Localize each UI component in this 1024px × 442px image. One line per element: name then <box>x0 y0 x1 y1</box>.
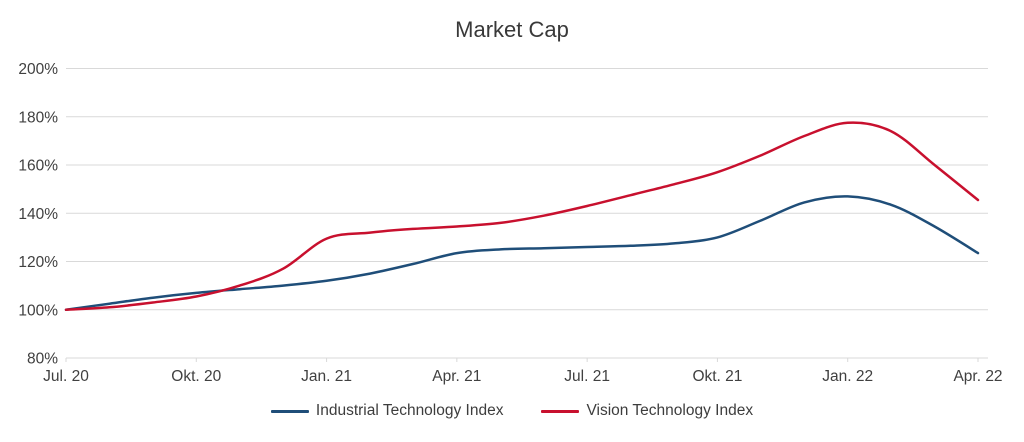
x-axis-label: Apr. 21 <box>432 368 481 385</box>
x-axis-label: Okt. 20 <box>171 368 221 385</box>
y-axis-label: 160% <box>18 158 58 175</box>
x-axis-label: Jan. 21 <box>301 368 352 385</box>
vision-series-swatch-icon <box>541 409 580 413</box>
x-axis-label: Jan. 22 <box>822 368 873 385</box>
chart-legend: Industrial Technology Index Vision Techn… <box>0 402 1024 420</box>
legend-label-industrial: Industrial Technology Index <box>315 402 504 419</box>
y-axis-label: 100% <box>18 302 58 319</box>
x-axis-label: Jul. 20 <box>43 368 89 385</box>
vision-technology-index-line <box>64 121 980 312</box>
chart-title: Market Cap <box>455 17 569 42</box>
y-axis-label: 180% <box>18 109 58 126</box>
legend-label-vision: Vision Technology Index <box>586 402 754 419</box>
x-axis-label: Okt. 21 <box>692 368 742 385</box>
industrial-series-swatch-icon <box>270 409 309 413</box>
y-axis-label: 80% <box>27 351 58 368</box>
legend-item-industrial: Industrial Technology Index <box>270 402 504 420</box>
x-axis-label: Jul. 21 <box>564 368 610 385</box>
x-axis-label: Apr. 22 <box>953 368 1002 385</box>
y-axis-label: 120% <box>18 254 58 271</box>
y-axis-label: 140% <box>18 206 58 223</box>
y-axis-label: 200% <box>18 61 58 78</box>
legend-item-vision: Vision Technology Index <box>541 402 753 420</box>
